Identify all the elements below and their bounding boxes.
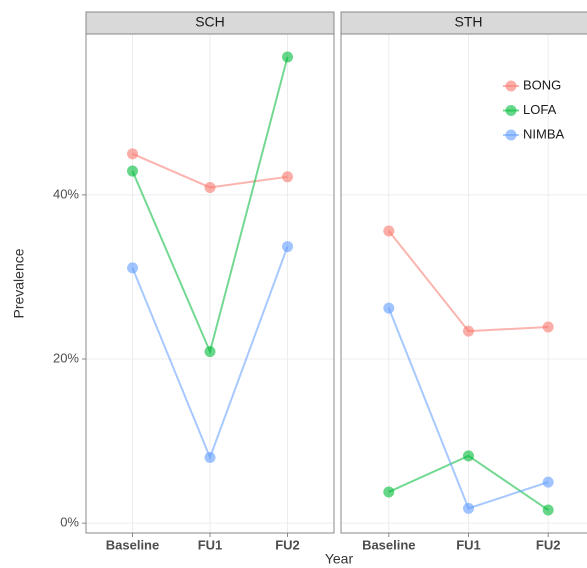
point — [204, 451, 216, 463]
x-tick-label: Baseline — [106, 537, 159, 552]
point — [463, 450, 474, 462]
legend-point — [505, 105, 517, 116]
point — [463, 502, 474, 514]
point — [463, 325, 474, 337]
point — [127, 262, 138, 274]
panel-border — [340, 33, 587, 534]
strip-title: SCH — [195, 14, 225, 30]
point — [542, 476, 554, 488]
x-tick-label: Baseline — [362, 537, 415, 552]
point — [127, 148, 138, 160]
x-axis-title: Year — [325, 551, 354, 567]
point — [127, 165, 138, 177]
legend-point — [505, 80, 517, 92]
panel-border — [85, 33, 335, 534]
legend-label: LOFA — [523, 102, 557, 117]
x-tick-label: FU2 — [275, 537, 300, 552]
point — [383, 486, 395, 498]
strip-title: STH — [455, 14, 483, 30]
point — [282, 51, 293, 63]
legend-label: NIMBA — [523, 126, 565, 141]
x-tick-label: FU1 — [198, 537, 223, 552]
y-tick-label: 0% — [60, 515, 79, 530]
point — [282, 171, 293, 183]
point — [204, 181, 216, 193]
x-tick-label: FU1 — [456, 537, 481, 552]
point — [383, 302, 395, 314]
x-tick-label: FU2 — [536, 537, 561, 552]
point — [542, 504, 554, 516]
legend-label: BONG — [523, 77, 561, 92]
point — [204, 346, 216, 358]
y-axis-title: Prevalence — [11, 248, 27, 318]
panel-background — [341, 34, 587, 533]
y-tick-label: 20% — [53, 350, 79, 365]
legend-point — [505, 129, 517, 141]
y-tick-label: 40% — [53, 186, 79, 201]
point — [282, 241, 293, 253]
point — [383, 225, 395, 237]
point — [542, 321, 554, 333]
